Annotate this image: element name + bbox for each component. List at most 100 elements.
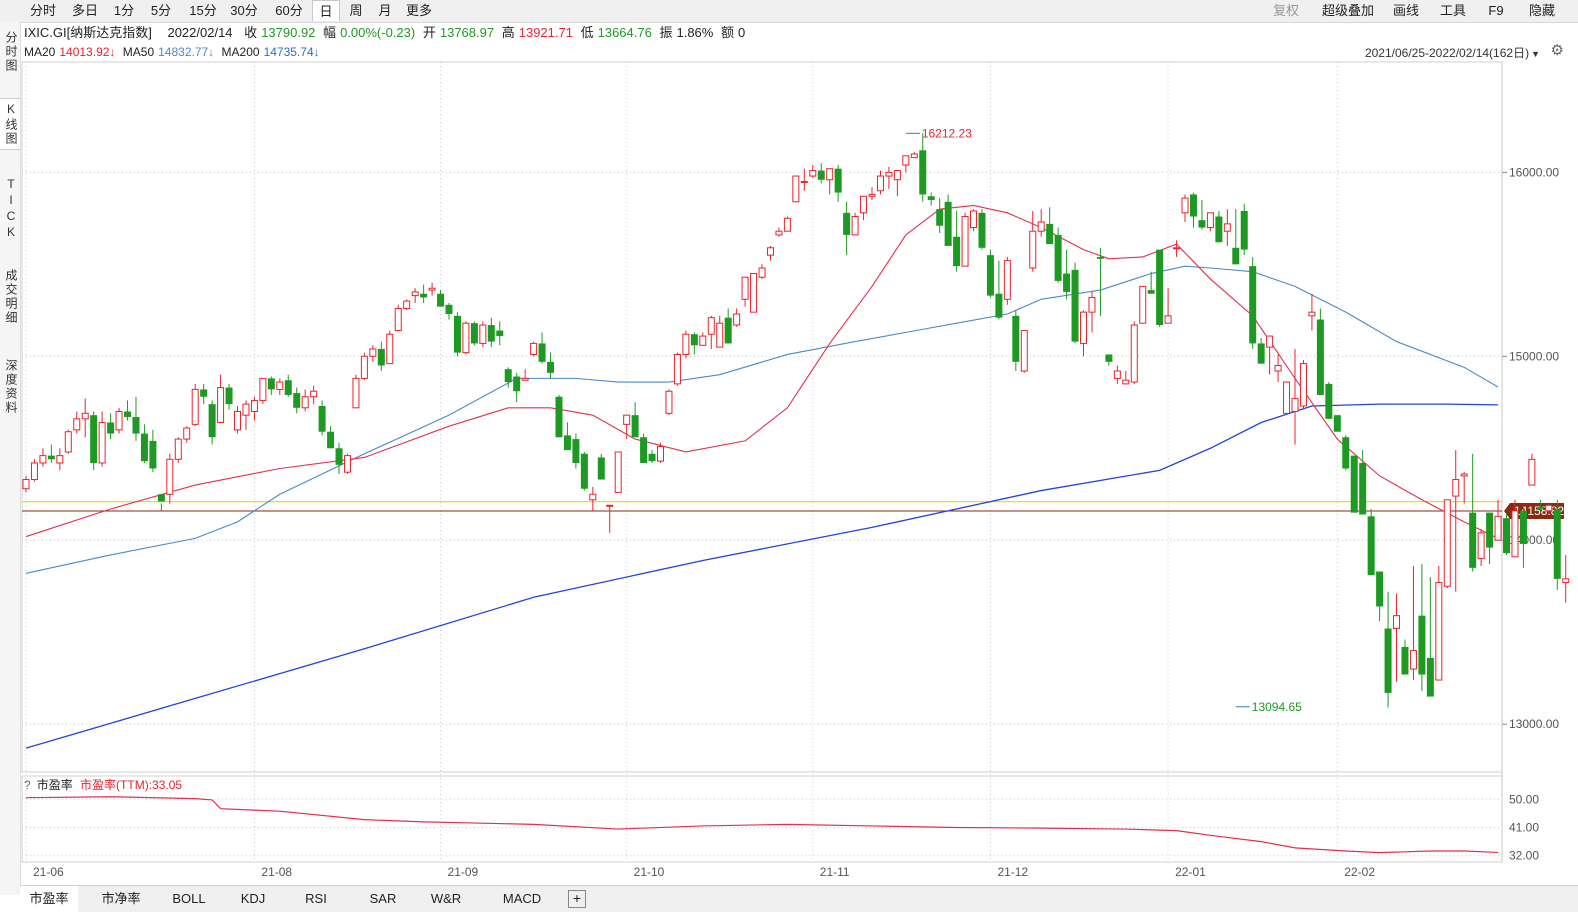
candle-body bbox=[783, 217, 791, 232]
indicator-tab-1[interactable]: 市净率 bbox=[101, 891, 141, 906]
candle-body bbox=[766, 247, 774, 256]
candle-body bbox=[876, 175, 884, 192]
tool-3[interactable]: 工具 bbox=[1439, 3, 1466, 18]
side-tab-2[interactable]: TICK bbox=[4, 177, 18, 241]
candle-body bbox=[1393, 615, 1401, 630]
candle-body bbox=[1147, 290, 1155, 294]
candle-body bbox=[132, 417, 140, 434]
index-code: IXIC.GI[纳斯达克指数] bbox=[24, 25, 152, 40]
tool-5[interactable]: 隐藏 bbox=[1528, 3, 1555, 18]
candle-body bbox=[1460, 473, 1468, 477]
price-tag bbox=[1504, 503, 1564, 520]
candle-body bbox=[919, 150, 927, 195]
candle-body bbox=[699, 335, 707, 346]
candle-body bbox=[250, 399, 258, 412]
candle-body bbox=[386, 333, 394, 365]
candle-body bbox=[547, 361, 555, 373]
candle-body bbox=[98, 422, 106, 464]
candle-body bbox=[22, 479, 30, 490]
indicator-tab-2[interactable]: BOLL bbox=[172, 891, 206, 906]
side-tab-4[interactable]: 深度资料 bbox=[4, 359, 18, 415]
period-7[interactable]: 日 bbox=[312, 0, 340, 21]
side-tab-1[interactable]: K线图 bbox=[0, 98, 20, 150]
period-10[interactable]: 更多 bbox=[405, 3, 432, 18]
candle-body bbox=[191, 388, 199, 425]
x-tick-label: 21-08 bbox=[261, 865, 292, 879]
candle-body bbox=[242, 403, 250, 416]
x-tick-label: 21-10 bbox=[634, 865, 665, 879]
candle-body bbox=[1257, 343, 1265, 364]
candle-body bbox=[1350, 455, 1358, 513]
candle-body bbox=[640, 437, 648, 463]
quote-info-line: IXIC.GI[纳斯达克指数] 2022/02/14 收 13790.92 幅 0.… bbox=[24, 23, 749, 43]
candle-body bbox=[107, 422, 115, 434]
candle-body bbox=[225, 387, 233, 405]
indicator-tab-5[interactable]: SAR bbox=[369, 891, 397, 906]
candle-body bbox=[504, 369, 512, 383]
indicator-tab-8[interactable]: + bbox=[568, 890, 586, 908]
indicator-tab-4[interactable]: RSI bbox=[305, 891, 327, 906]
candle-body bbox=[1181, 197, 1189, 214]
pe-legend: ? 市盈率 市盈率(TTM):33.05 bbox=[24, 776, 182, 793]
candle-body bbox=[30, 462, 38, 481]
period-1[interactable]: 多日 bbox=[71, 3, 98, 18]
candle-body bbox=[1156, 249, 1164, 326]
tool-0[interactable]: 复权 bbox=[1272, 3, 1299, 18]
candle-body bbox=[47, 455, 55, 460]
tool-2[interactable]: 画线 bbox=[1392, 3, 1419, 18]
candle-body bbox=[411, 291, 419, 297]
period-5[interactable]: 30分 bbox=[230, 3, 258, 18]
date-range-selector[interactable]: 2021/06/25-2022/02/14(162日) ▼ bbox=[1365, 44, 1540, 61]
candle-body bbox=[1096, 256, 1104, 259]
candle-body bbox=[724, 317, 732, 344]
candle-body bbox=[1562, 578, 1570, 584]
candle-body bbox=[174, 438, 182, 460]
period-9[interactable]: 月 bbox=[378, 3, 392, 18]
help-icon[interactable]: ? bbox=[24, 778, 31, 792]
candle-body bbox=[944, 201, 952, 246]
tool-4[interactable]: F9 bbox=[1488, 3, 1504, 18]
candle-body bbox=[538, 343, 546, 362]
candle-body bbox=[961, 216, 969, 267]
pe-tick-label: 50.00 bbox=[1509, 792, 1539, 806]
candle-body bbox=[1299, 363, 1307, 407]
main-plot-area bbox=[21, 61, 1503, 773]
candle-body bbox=[733, 313, 741, 326]
candle-body bbox=[775, 230, 783, 236]
candle-body bbox=[428, 287, 436, 291]
period-0[interactable]: 分时 bbox=[29, 3, 56, 18]
period-6[interactable]: 60分 bbox=[275, 3, 303, 18]
candle-body bbox=[1333, 415, 1341, 432]
candle-body bbox=[1088, 296, 1096, 313]
indicator-tab-6[interactable]: W&R bbox=[430, 891, 462, 906]
candle-body bbox=[39, 455, 47, 464]
candle-body bbox=[1122, 379, 1130, 385]
side-tab-0[interactable]: 分时图 bbox=[4, 31, 18, 73]
candle-body bbox=[716, 322, 724, 348]
x-tick-label: 21-09 bbox=[448, 865, 479, 879]
period-3[interactable]: 5分 bbox=[150, 3, 172, 18]
indicator-tab-7[interactable]: MACD bbox=[502, 891, 542, 906]
candle-body bbox=[166, 458, 174, 495]
open-value: 13768.97 bbox=[439, 25, 495, 40]
candle-body bbox=[1012, 315, 1020, 362]
ma20-value: 14013.92↓ bbox=[59, 45, 116, 59]
candle-body bbox=[124, 411, 132, 417]
side-tab-3[interactable]: 成交明细 bbox=[4, 269, 18, 325]
period-4[interactable]: 15分 bbox=[189, 3, 217, 18]
low-value: 13664.76 bbox=[597, 25, 652, 40]
indicator-tab-0[interactable]: 市盈率 bbox=[20, 886, 78, 912]
candle-body bbox=[1173, 247, 1181, 250]
gear-icon[interactable]: ⚙ bbox=[1550, 42, 1564, 59]
indicator-tab-3[interactable]: KDJ bbox=[240, 891, 266, 906]
candle-body bbox=[360, 355, 368, 379]
period-2[interactable]: 1分 bbox=[113, 3, 135, 18]
quote-date: 2022/02/14 bbox=[167, 25, 233, 40]
tool-1[interactable]: 超级叠加 bbox=[1321, 3, 1374, 18]
period-8[interactable]: 周 bbox=[349, 3, 363, 18]
candle-body bbox=[1198, 220, 1206, 228]
candle-body bbox=[1553, 508, 1561, 579]
candle-body bbox=[1054, 234, 1062, 281]
ma20-line bbox=[25, 204, 1499, 539]
